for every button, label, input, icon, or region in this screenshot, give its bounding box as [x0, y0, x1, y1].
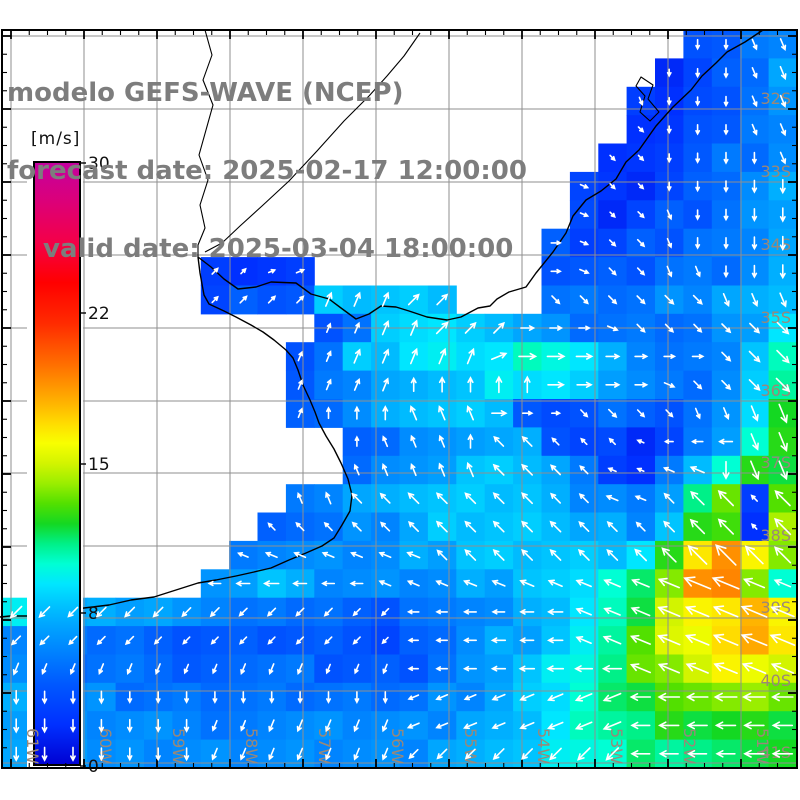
direction-arrows — [9, 38, 796, 762]
svg-text:40S: 40S — [760, 671, 791, 690]
svg-text:33S: 33S — [760, 162, 791, 181]
svg-text:22: 22 — [88, 304, 110, 324]
model-title: modelo GEFS-WAVE (NCEP) — [7, 78, 404, 108]
svg-text:37S: 37S — [760, 453, 791, 472]
map-title-block: modelo GEFS-WAVE (NCEP) forecast date: 2… — [7, 28, 527, 314]
coastline-layer — [0, 29, 764, 618]
svg-text:34S: 34S — [760, 235, 791, 254]
map-frame-border — [1, 29, 798, 769]
svg-text:38S: 38S — [760, 526, 791, 545]
svg-text:15: 15 — [88, 455, 110, 475]
svg-text:57W: 57W — [315, 728, 334, 764]
svg-text:52W: 52W — [680, 728, 699, 764]
lagoon-outline — [635, 76, 660, 122]
wave-speed-cells — [2, 30, 798, 769]
negro-river-path — [204, 32, 421, 253]
svg-text:51W: 51W — [753, 728, 772, 764]
svg-text:35S: 35S — [760, 308, 791, 327]
svg-text:32S: 32S — [760, 89, 791, 108]
svg-text:30: 30 — [88, 154, 110, 174]
svg-text:54W: 54W — [534, 728, 553, 764]
valid-date-line: valid date: 2025-03-04 18:00:00 — [43, 234, 514, 264]
svg-text:60W: 60W — [96, 728, 115, 764]
colorbar-gradient — [33, 161, 81, 766]
svg-text:56W: 56W — [388, 728, 407, 764]
svg-text:55W: 55W — [461, 728, 480, 764]
svg-text:58W: 58W — [242, 728, 261, 764]
svg-text:8: 8 — [88, 604, 99, 624]
parana-river-path — [197, 29, 214, 257]
svg-text:61W: 61W — [23, 728, 42, 764]
colorbar-unit-label: [m/s] — [31, 129, 81, 149]
coastline-path — [0, 29, 764, 618]
latlon-gridlines — [2, 30, 797, 768]
svg-text:59W: 59W — [169, 728, 188, 764]
forecast-date-line: forecast date: 2025-02-17 12:00:00 — [7, 156, 527, 186]
